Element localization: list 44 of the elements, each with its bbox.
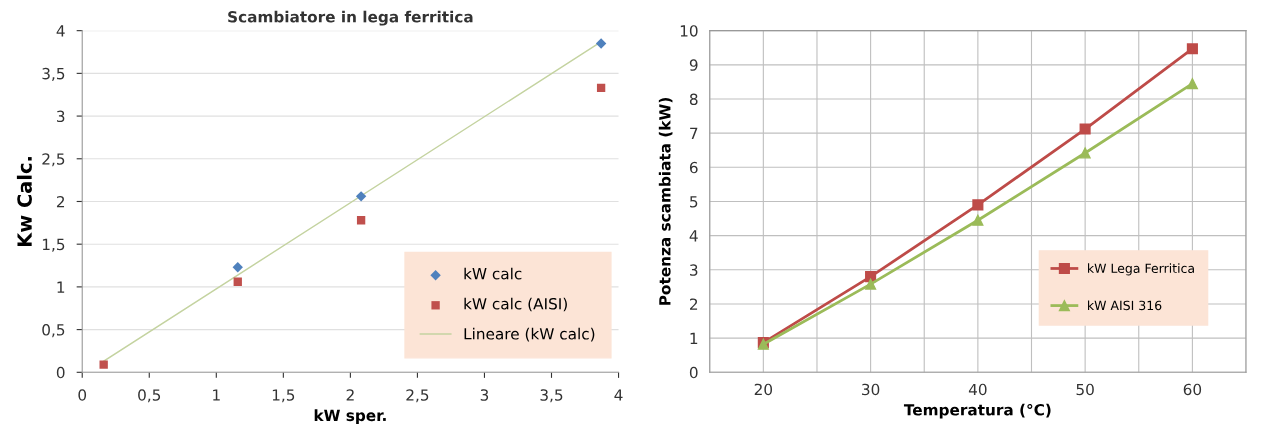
x-tick-label: 60 <box>1183 383 1202 396</box>
x-tick-label: 40 <box>968 383 987 396</box>
y-tick-label: 6 <box>689 161 698 174</box>
legend-label: kW calc <box>464 267 522 280</box>
y-tick-label: 4 <box>689 230 698 242</box>
x-tick-label: 3,5 <box>540 389 563 403</box>
y-tick-label: 5 <box>690 196 698 208</box>
legend-label: kW AISI 316 <box>1088 300 1162 311</box>
y-tick-label: 2 <box>690 298 698 310</box>
x-tick-label: 4 <box>614 389 623 401</box>
y-tick-label: 2,5 <box>42 153 65 167</box>
y-tick-label: 1,5 <box>42 238 65 252</box>
x-tick-label: 0 <box>78 389 87 401</box>
y-tick-label: 8 <box>689 93 698 106</box>
y-tick-label: 3 <box>690 264 698 276</box>
legend-label: kW calc (AISI) <box>464 297 567 312</box>
x-tick-label: 50 <box>1076 383 1094 396</box>
y-tick-label: 1 <box>57 281 65 293</box>
x-tick-label: 2,5 <box>406 389 429 403</box>
legend-label: kW Lega Ferritica <box>1088 263 1194 276</box>
legend-label: Lineare (kW calc) <box>464 327 595 342</box>
x-tick-label: 1,5 <box>272 389 295 403</box>
x-tick-label: 0,5 <box>138 389 161 403</box>
chart-title: Scambiatore in lega ferritica <box>228 10 473 26</box>
x-tick-label: 30 <box>862 383 880 396</box>
y-tick-label: 3,5 <box>42 67 65 81</box>
y-axis-title: Kw Calc. <box>16 157 32 247</box>
y-tick-label: 10 <box>680 25 698 37</box>
y-tick-label: 0 <box>689 366 698 379</box>
x-tick-label: 2 <box>346 389 354 401</box>
y-tick-label: 7 <box>690 127 698 139</box>
x-axis-title: kW sper. <box>314 409 386 425</box>
y-tick-label: 0,5 <box>42 324 65 338</box>
y-tick-label: 1 <box>690 332 698 344</box>
x-tick-label: 20 <box>754 383 773 396</box>
x-tick-label: 1 <box>213 389 220 401</box>
y-tick-label: 3 <box>57 110 65 123</box>
y-tick-label: 0 <box>56 366 65 379</box>
y-tick-label: 4 <box>56 25 65 37</box>
y-tick-label: 9 <box>689 59 698 71</box>
y-tick-label: 2 <box>56 195 65 208</box>
y-axis-title: Potenza scambiata (kW) <box>658 98 673 305</box>
x-tick-label: 3 <box>480 389 489 401</box>
x-axis-title: Temperatura (°C) <box>903 403 1051 419</box>
